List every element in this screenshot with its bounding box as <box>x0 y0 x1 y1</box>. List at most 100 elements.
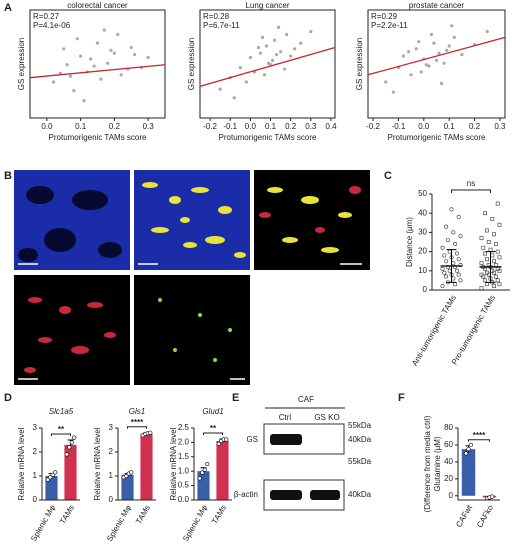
point <box>427 64 431 68</box>
point <box>454 268 459 273</box>
point <box>52 80 56 84</box>
x-tick-label: 0.3 <box>494 122 506 131</box>
point <box>453 282 458 287</box>
y-axis-label: Relative mRNA level <box>17 427 26 500</box>
point <box>484 282 489 287</box>
point <box>483 211 488 216</box>
point <box>452 35 456 39</box>
x-tick-label: TAMs <box>210 504 228 526</box>
point <box>490 217 495 221</box>
x-tick-label: -0.2 <box>203 122 217 131</box>
point <box>481 245 486 250</box>
y-axis-label: Glutamine (μM) <box>433 436 442 492</box>
point <box>129 470 134 475</box>
significance-bracket <box>468 439 490 442</box>
point <box>232 96 236 100</box>
point <box>216 441 221 446</box>
x-tick-label: 0.0 <box>418 122 430 131</box>
x-tick-label: 0.0 <box>245 122 257 131</box>
y-axis-label: GS expression <box>355 38 364 90</box>
point <box>440 245 445 250</box>
point <box>458 278 463 283</box>
x-tick-label: TAMs <box>58 504 76 526</box>
point <box>439 81 444 86</box>
point <box>409 73 413 77</box>
point <box>264 44 269 48</box>
point <box>493 274 498 279</box>
y-tick-label: 1.5 <box>178 452 190 461</box>
y-tick-label: 0 <box>109 495 114 504</box>
point <box>293 47 297 51</box>
point <box>453 264 458 269</box>
chart-title: colorectal cancer <box>67 1 128 10</box>
point <box>445 264 450 269</box>
point <box>485 30 489 34</box>
panel-label: D <box>4 392 12 404</box>
point <box>283 67 287 71</box>
y-axis-label: Distance (μm) <box>405 217 414 267</box>
blot-band <box>270 434 302 445</box>
point <box>437 51 441 55</box>
annotation: ** <box>210 424 217 433</box>
point <box>456 257 461 262</box>
point <box>48 475 53 480</box>
point <box>65 63 69 67</box>
point <box>124 473 129 479</box>
x-axis-label: Protumorigenic TAMs score <box>388 133 487 142</box>
significance-bracket <box>127 426 147 429</box>
y-tick-label: 0.5 <box>178 481 190 490</box>
annotation: ** <box>58 425 65 434</box>
y-tick-label: 60 <box>444 440 453 449</box>
point <box>99 77 103 81</box>
point <box>391 90 395 94</box>
x-tick-label: TAMs <box>134 504 152 526</box>
point <box>479 236 484 241</box>
point <box>112 51 116 55</box>
point <box>68 74 73 78</box>
x-tick-label: 0.3 <box>143 122 155 131</box>
point <box>466 447 471 452</box>
point <box>417 40 421 44</box>
point <box>432 41 436 45</box>
point <box>497 255 502 260</box>
y-tick-label: 40 <box>418 208 427 217</box>
point <box>454 251 459 256</box>
microscopy-images <box>14 170 370 385</box>
point <box>495 278 500 283</box>
x-tick-label: Pro-tumorigenic TAMs <box>450 294 497 367</box>
chart-title: Gls1 <box>129 407 145 416</box>
point <box>89 57 93 61</box>
y-tick-label: 1 <box>33 471 38 480</box>
point <box>456 215 461 220</box>
x-tick-label: Splenic Mφ <box>105 504 133 543</box>
annotation: R=0.28 <box>203 12 230 21</box>
chart-title: Lung cancer <box>245 1 289 10</box>
point <box>64 452 69 457</box>
point <box>449 207 454 212</box>
point <box>238 66 242 70</box>
point <box>495 249 500 254</box>
x-tick-label: 0.1 <box>75 122 87 131</box>
y-tick-label: 0.0 <box>178 495 190 504</box>
y-tick-label: 3 <box>33 423 38 432</box>
y-tick-label: 20 <box>418 247 427 256</box>
point <box>106 61 110 65</box>
point <box>119 73 123 77</box>
point <box>67 445 72 450</box>
x-tick-label: 0.2 <box>109 122 121 131</box>
point <box>53 470 58 475</box>
point <box>102 28 106 32</box>
point <box>484 270 489 275</box>
annotation: **** <box>473 431 486 440</box>
point <box>451 276 456 281</box>
point <box>444 274 449 279</box>
point <box>484 228 489 233</box>
blot-band <box>310 490 340 500</box>
point <box>492 232 497 237</box>
y-tick-label: 2.0 <box>178 438 190 447</box>
point <box>272 38 277 42</box>
point <box>202 467 207 472</box>
point <box>148 430 153 435</box>
x-tick-label: CAFwt <box>454 503 474 529</box>
